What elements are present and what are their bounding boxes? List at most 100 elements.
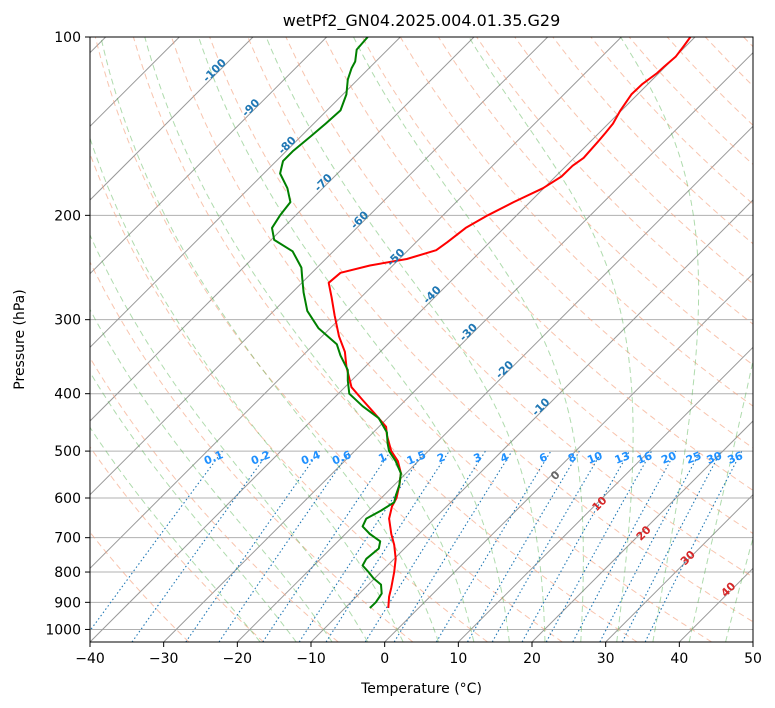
x-tick-label: 10: [449, 651, 467, 667]
moist-adiabat-line: [90, 371, 297, 642]
y-tick-label: 600: [54, 491, 81, 507]
isotherm-label: -90: [239, 96, 262, 119]
dry-adiabat-line: [90, 531, 190, 642]
moist-adiabat-label: 0: [548, 468, 563, 483]
dry-adiabat-line: [476, 37, 753, 325]
dry-adiabat-line: [590, 37, 753, 205]
moist-adiabat-line: [90, 233, 369, 642]
x-tick-label: −30: [149, 651, 179, 667]
isotherm-line: [90, 37, 328, 275]
mixing-ratio-line: [298, 450, 425, 642]
mixing-ratio-line: [131, 450, 270, 642]
dry-adiabat-line: [552, 37, 753, 245]
mixing-ratio-line: [185, 450, 320, 642]
mixing-ratio-label: 4: [498, 450, 510, 465]
isotherm-line: [678, 567, 753, 642]
moist-adiabat-line: [90, 308, 333, 642]
y-tick-label: 900: [54, 595, 81, 611]
mixing-ratio-line: [435, 450, 552, 642]
isotherm-label: -10: [529, 395, 552, 418]
y-tick-label: 400: [54, 387, 81, 403]
isotherm-line: [90, 37, 401, 349]
isotherm-line: [531, 420, 753, 642]
y-tick-label: 800: [54, 565, 81, 581]
mixing-ratio-line: [364, 450, 486, 642]
x-tick-label: 20: [523, 651, 541, 667]
x-axis-label: Temperature (°C): [360, 681, 482, 697]
dry-adiabat-line: [171, 37, 712, 642]
dry-adiabat-line: [323, 37, 753, 491]
background-lines: [90, 37, 753, 642]
moist-adiabat-line: [144, 37, 475, 642]
line-labels: 0.1 0.2 0.4 0.6 1 1.5 2 3 4 6 8 10 13 16 20 25 30 36-100-…: [200, 56, 745, 600]
mixing-ratio-line: [545, 450, 653, 642]
plot-area: 0.1 0.2 0.4 0.6 1 1.5 2 3 4 6 8 10 13 16 20 25 30 36-100-…: [90, 37, 753, 642]
moist-adiabat-line: [725, 536, 753, 642]
moist-adiabat-line: [353, 37, 584, 642]
dry-adiabat-line: [743, 37, 753, 48]
x-axis: −40 −30 −20 −10 0 10 20 30 40 50: [75, 642, 762, 667]
moist-adiabat-line: [90, 426, 261, 642]
moist-adiabat-label: 40: [718, 579, 738, 599]
mixing-ratio-label: 6: [537, 450, 549, 465]
dry-adiabat-line: [94, 37, 563, 642]
isotherm-label: -30: [457, 320, 480, 343]
mixing-ratio-line: [325, 450, 450, 642]
dry-adiabat-line: [285, 37, 753, 535]
y-tick-label: 500: [54, 444, 81, 460]
isotherm-label: -70: [312, 171, 335, 194]
mixing-ratio-label: 16: [635, 449, 654, 467]
isotherm-line: [384, 272, 753, 642]
isotherm-line: [90, 37, 696, 642]
x-tick-label: 50: [744, 651, 762, 667]
mixing-ratio-line: [521, 450, 630, 642]
isotherm-line: [90, 37, 622, 570]
mixing-ratio-line: [218, 450, 351, 642]
dry-adiabat-line: [132, 37, 638, 642]
dry-adiabat-line: [90, 446, 264, 642]
mixing-ratio-label: 25: [684, 449, 703, 467]
x-tick-label: 40: [670, 651, 688, 667]
dry-adiabat-line: [437, 37, 753, 366]
isotherm-label: -20: [493, 358, 516, 381]
x-tick-label: −10: [296, 651, 326, 667]
moist-adiabat-line: [620, 37, 700, 642]
mixing-ratio-label: 3: [472, 450, 484, 465]
mixing-ratio-label: 8: [566, 450, 578, 465]
isotherm-line: [605, 493, 753, 642]
dry-adiabat-line: [90, 356, 339, 642]
series-layer: [271, 37, 692, 609]
mixing-ratio-label: 36: [726, 449, 745, 467]
isotherm-label: -50: [384, 246, 407, 269]
moist-adiabat-label: 10: [590, 494, 610, 514]
isotherm-line: [90, 37, 475, 422]
moist-adiabat-line: [100, 37, 439, 642]
moist-adiabat-label: 30: [678, 548, 698, 568]
isotherm-line: [752, 641, 753, 642]
mixing-ratio-label: 1: [377, 450, 389, 465]
mixing-ratio-label: 30: [705, 449, 724, 467]
mixing-ratio-label: 20: [659, 449, 678, 467]
moist-adiabat-label: 20: [634, 523, 654, 543]
x-tick-label: −40: [75, 651, 105, 667]
dry-adiabat-line: [704, 37, 753, 87]
y-tick-label: 700: [54, 531, 81, 547]
dry-adiabat-line: [514, 37, 753, 285]
mixing-ratio-line: [572, 450, 677, 642]
y-tick-label: 100: [54, 30, 81, 46]
mixing-ratio-line: [393, 450, 513, 642]
plot-frame: [89, 36, 754, 643]
y-axis-label: Pressure (hPa): [12, 289, 28, 389]
x-tick-label: −20: [223, 651, 253, 667]
isotherm-line: [163, 51, 753, 642]
x-tick-label: 0: [380, 651, 389, 667]
isotherm-line: [90, 37, 549, 496]
mixing-ratio-label: 13: [613, 449, 632, 467]
dry-adiabat-line: [666, 37, 753, 126]
mixing-ratio-line: [90, 450, 223, 632]
isotherm-line: [90, 37, 254, 201]
y-tick-label: 1000: [45, 622, 81, 638]
moist-adiabat-line: [688, 358, 753, 642]
y-tick-label: 300: [54, 313, 81, 329]
